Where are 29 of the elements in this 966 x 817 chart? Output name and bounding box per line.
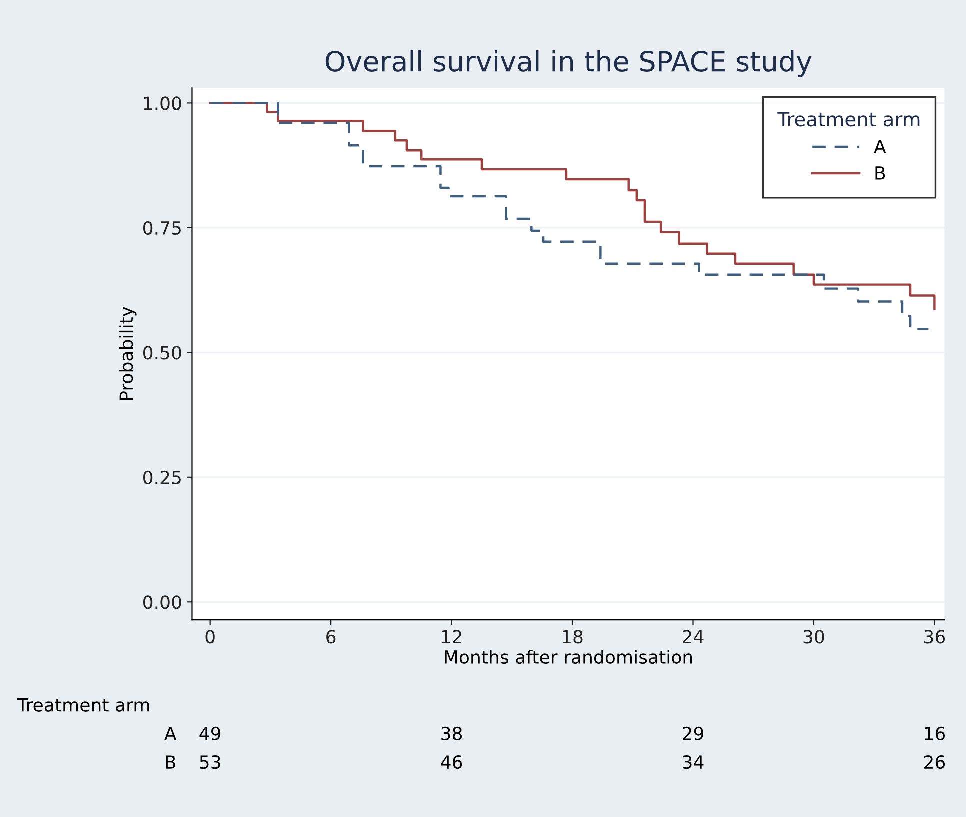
chart-title: Overall survival in the SPACE study — [326, 50, 812, 78]
text: Treatment arm — [17, 698, 150, 712]
x-tick-label: 30 — [804, 630, 824, 644]
x-tick-label: 6 — [326, 630, 336, 644]
x-tick-label: 36 — [924, 630, 946, 644]
text: 53 — [200, 755, 220, 770]
x-tick-label: 0 — [206, 630, 215, 644]
text: 26 — [924, 755, 946, 770]
y-tick-label: 0.25 — [144, 470, 181, 485]
text: 29 — [683, 726, 704, 741]
y-tick-label: 1.00 — [144, 96, 182, 110]
legend-title: Treatment arm — [778, 112, 920, 127]
legend-label: B — [876, 166, 886, 180]
text: 46 — [441, 755, 462, 770]
legend-label: A — [874, 140, 886, 154]
x-tick-label: 18 — [563, 630, 583, 644]
text: B — [166, 756, 176, 769]
x-tick-label: 12 — [442, 630, 462, 644]
x-tick-label: 24 — [683, 630, 704, 644]
text: 49 — [200, 726, 221, 741]
y-tick-label: 0.50 — [144, 346, 182, 360]
text: 16 — [925, 726, 946, 741]
x-axis-title: Months after randomisation — [445, 650, 692, 664]
text: 34 — [683, 755, 704, 770]
y-tick-label: 0.00 — [144, 596, 182, 610]
y-axis-title: Probability — [119, 306, 137, 400]
text: A — [164, 727, 177, 740]
text: 38 — [442, 726, 462, 741]
y-tick-label: 0.75 — [144, 221, 181, 236]
